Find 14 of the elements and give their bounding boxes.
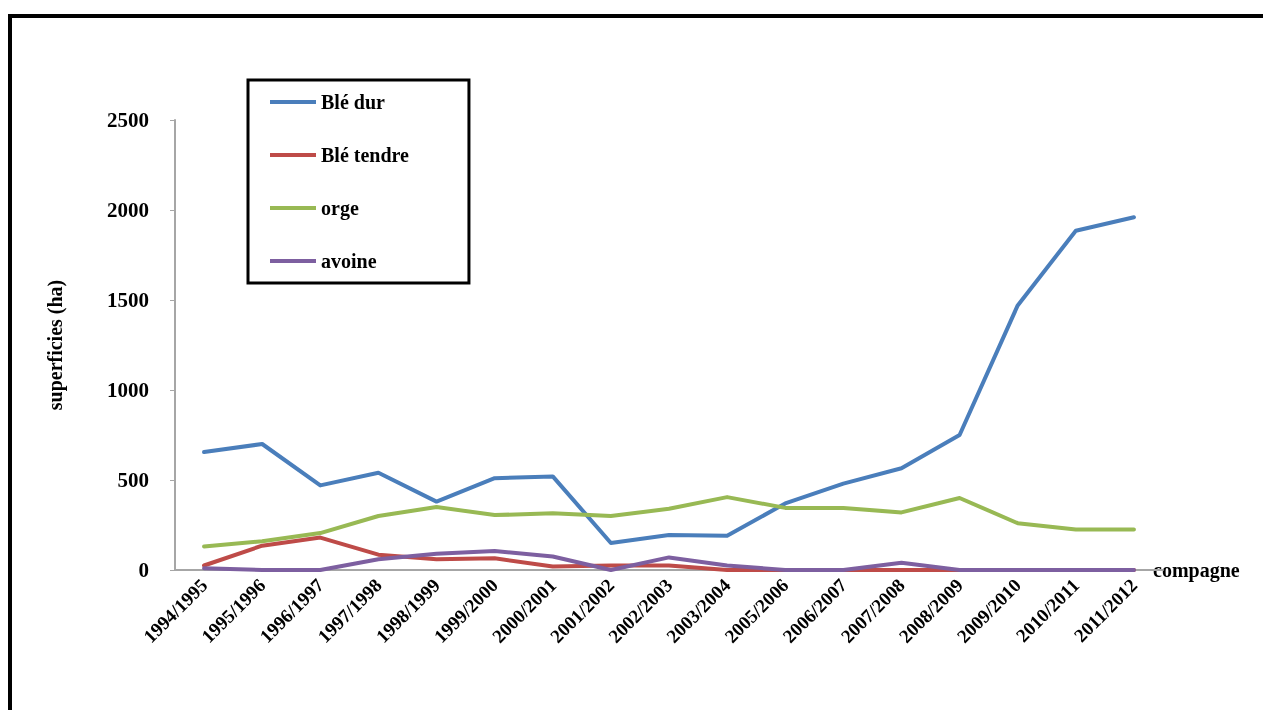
y-tick-label: 1500 — [107, 288, 149, 312]
legend-label: Blé dur — [321, 91, 386, 113]
y-tick-label: 2000 — [107, 198, 149, 222]
y-axis-title: superficies (ha) — [44, 279, 67, 411]
line-series — [202, 495, 1136, 549]
y-tick-label: 1000 — [107, 378, 149, 402]
x-axis-title: compagne — [1153, 559, 1240, 582]
legend-label: Blé tendre — [321, 144, 410, 166]
y-tick-label: 0 — [138, 558, 149, 582]
y-tick-label: 2500 — [107, 108, 149, 132]
legend-label: orge — [321, 197, 359, 220]
y-tick-label: 500 — [117, 468, 149, 492]
line-series — [202, 549, 1136, 572]
legend-label: avoine — [321, 250, 377, 272]
